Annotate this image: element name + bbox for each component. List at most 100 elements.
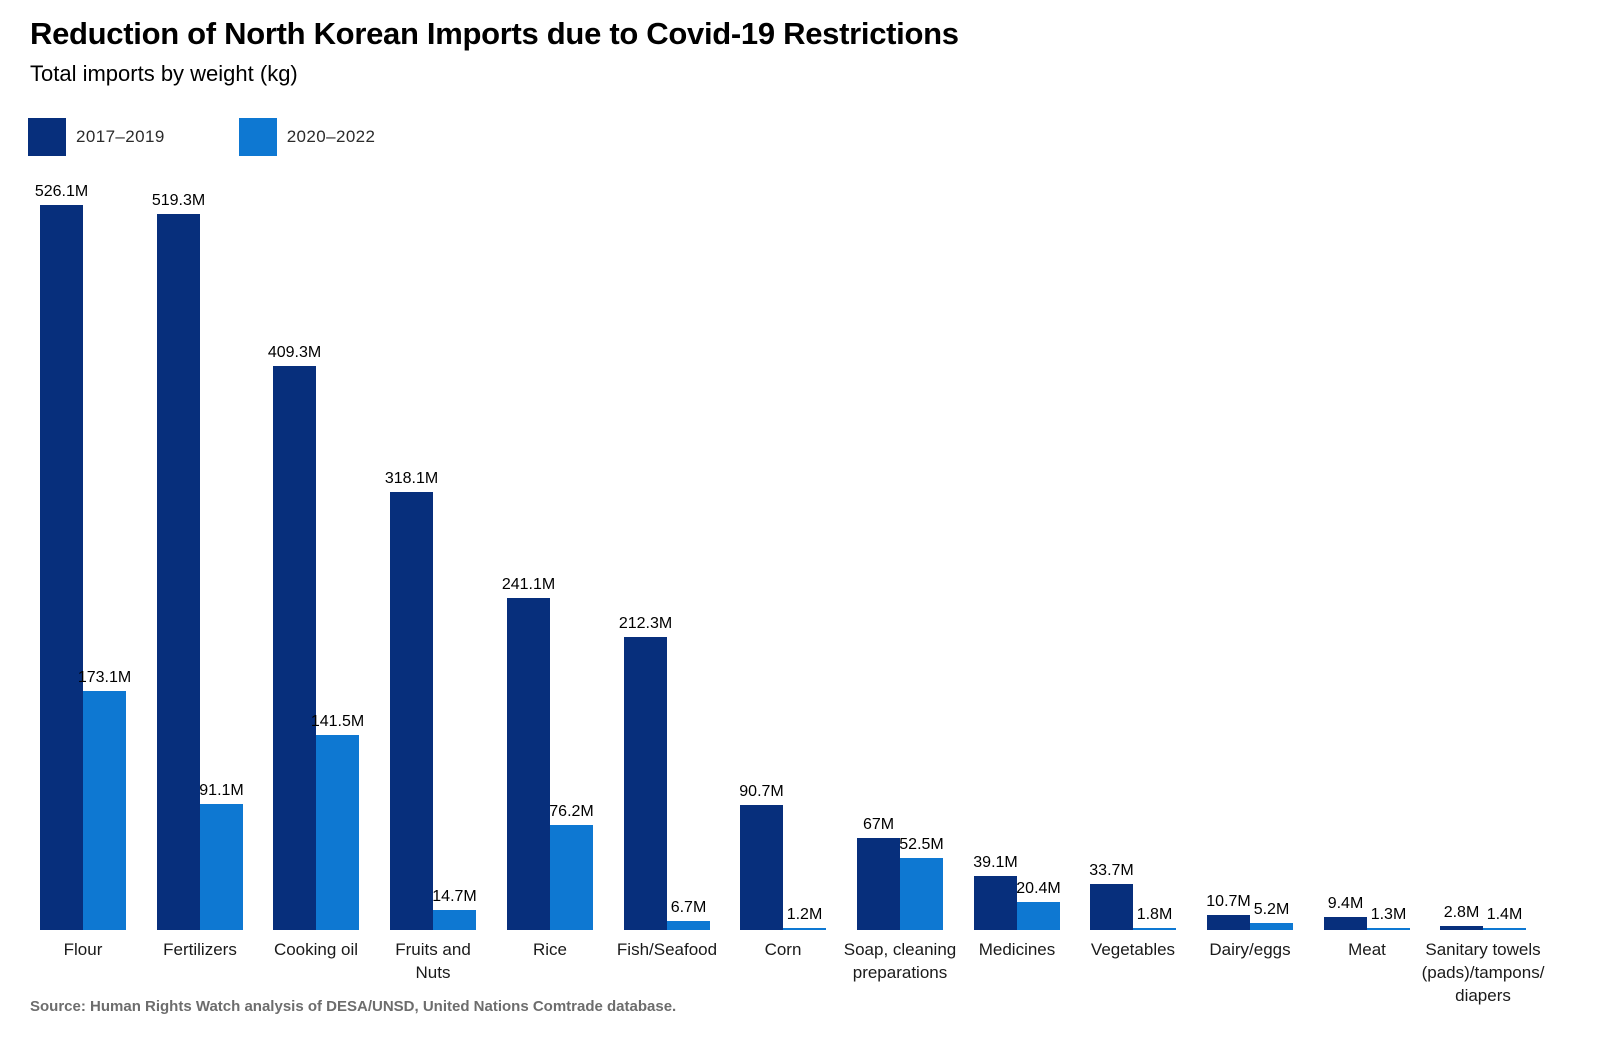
bar-cooking-oil-2017-2019 <box>273 366 316 930</box>
bar-fertilizers-2017-2019 <box>157 214 200 930</box>
category-label-line: Corn <box>764 940 802 959</box>
value-label-vegetables-2017-2019: 33.7M <box>1089 862 1134 879</box>
bar-group-dairy-eggs: 10.7M 5.2M <box>1206 150 1293 930</box>
bar-group-fertilizers: 519.3M 91.1M <box>152 150 244 930</box>
bar-dairy-eggs-2017-2019 <box>1207 915 1250 930</box>
bar-sanitary-towels-pads-tampons-diapers-2020-2022 <box>1483 928 1526 930</box>
category-label-line: Cooking oil <box>273 940 359 959</box>
bar-group-cooking-oil: 409.3M 141.5M <box>268 150 364 930</box>
value-label-flour-2020-2022: 173.1M <box>77 669 132 686</box>
value-label-fish-seafood-2017-2019: 212.3M <box>618 615 673 632</box>
bar-meat-2020-2022 <box>1367 928 1410 930</box>
source-note: Source: Human Rights Watch analysis of D… <box>30 998 677 1015</box>
bar-group-sanitary-towels-pads-tampons-diapers: 2.8M 1.4M <box>1440 150 1526 930</box>
value-label-fertilizers-2020-2022: 91.1M <box>199 782 244 799</box>
category-label-fruits-and-nuts: Fruits and Nuts <box>348 938 518 984</box>
category-label-fertilizers: Fertilizers <box>115 938 285 961</box>
category-label-line: diapers <box>1455 986 1511 1005</box>
bar-corn-2020-2022 <box>783 928 826 930</box>
bar-sanitary-towels-pads-tampons-diapers-2017-2019 <box>1440 926 1483 930</box>
category-label-line: Fertilizers <box>163 940 237 959</box>
category-label-line: Flour <box>63 940 103 959</box>
value-label-rice-2017-2019: 241.1M <box>501 576 556 593</box>
value-label-soap-cleaning-preparations-2020-2022: 52.5M <box>899 836 944 853</box>
category-label-line: Rice <box>532 940 567 959</box>
bar-fish-seafood-2020-2022 <box>667 921 710 930</box>
bar-group-corn: 90.7M 1.2M <box>739 150 826 930</box>
category-label-cooking-oil: Cooking oil <box>231 938 401 961</box>
bar-fish-seafood-2017-2019 <box>624 637 667 930</box>
category-label-medicines: Medicines <box>932 938 1102 961</box>
category-label-vegetables: Vegetables <box>1048 938 1218 961</box>
bar-vegetables-2020-2022 <box>1133 928 1176 930</box>
legend-swatch-2017-2019 <box>28 118 66 156</box>
bar-flour-2020-2022 <box>83 691 126 930</box>
category-label-line: Sanitary towels <box>1425 940 1541 959</box>
category-label-meat: Meat <box>1282 938 1452 961</box>
bar-group-medicines: 39.1M 20.4M <box>973 150 1061 930</box>
value-label-fertilizers-2017-2019: 519.3M <box>151 192 206 209</box>
value-label-vegetables-2020-2022: 1.8M <box>1136 906 1173 923</box>
bar-group-rice: 241.1M 76.2M <box>502 150 594 930</box>
value-label-medicines-2020-2022: 20.4M <box>1016 880 1061 897</box>
legend: 2017–2019 2020–2022 <box>28 118 375 156</box>
bar-group-flour: 526.1M 173.1M <box>35 150 131 930</box>
value-label-soap-cleaning-preparations-2017-2019: 67M <box>862 816 895 833</box>
value-label-meat-2017-2019: 9.4M <box>1327 895 1364 912</box>
bar-rice-2020-2022 <box>550 825 593 930</box>
bar-medicines-2020-2022 <box>1017 902 1060 930</box>
chart-title: Reduction of North Korean Imports due to… <box>30 16 959 51</box>
bar-fruits-and-nuts-2017-2019 <box>390 492 433 930</box>
category-label-sanitary-towels-pads-tampons-diapers: Sanitary towels (pads)/tampons/diapers <box>1398 938 1568 1007</box>
value-label-medicines-2017-2019: 39.1M <box>973 854 1018 871</box>
bar-rice-2017-2019 <box>507 598 550 930</box>
category-label-corn: Corn <box>698 938 868 961</box>
bar-vegetables-2017-2019 <box>1090 884 1133 930</box>
bar-medicines-2017-2019 <box>974 876 1017 930</box>
bar-corn-2017-2019 <box>740 805 783 930</box>
value-label-cooking-oil-2020-2022: 141.5M <box>310 713 365 730</box>
bar-soap-cleaning-preparations-2020-2022 <box>900 858 943 930</box>
bar-group-vegetables: 33.7M 1.8M <box>1089 150 1176 930</box>
value-label-sanitary-towels-pads-tampons-diapers-2017-2019: 2.8M <box>1443 904 1480 921</box>
category-label-line: Fruits and <box>395 940 471 959</box>
value-label-fruits-and-nuts-2017-2019: 318.1M <box>384 470 439 487</box>
value-label-fruits-and-nuts-2020-2022: 14.7M <box>432 888 477 905</box>
value-label-sanitary-towels-pads-tampons-diapers-2020-2022: 1.4M <box>1486 906 1523 923</box>
category-label-soap-cleaning-preparations: Soap, cleaning preparations <box>815 938 985 984</box>
bar-group-meat: 9.4M 1.3M <box>1324 150 1410 930</box>
category-label-fish-seafood: Fish/Seafood <box>582 938 752 961</box>
value-label-fish-seafood-2020-2022: 6.7M <box>670 899 707 916</box>
bar-soap-cleaning-preparations-2017-2019 <box>857 838 900 930</box>
bar-flour-2017-2019 <box>40 205 83 930</box>
chart-subtitle: Total imports by weight (kg) <box>30 61 298 86</box>
category-label-line: Nuts <box>415 963 451 982</box>
value-label-corn-2017-2019: 90.7M <box>739 783 784 800</box>
bar-group-soap-cleaning-preparations: 67M 52.5M <box>857 150 944 930</box>
bar-group-fish-seafood: 212.3M 6.7M <box>619 150 710 930</box>
value-label-corn-2020-2022: 1.2M <box>786 906 823 923</box>
category-label-rice: Rice <box>465 938 635 961</box>
value-label-rice-2020-2022: 76.2M <box>549 803 594 820</box>
category-label-line: Soap, cleaning <box>843 940 957 959</box>
category-label-line: Meat <box>1348 940 1386 959</box>
category-label-line: Fish/Seafood <box>616 940 718 959</box>
legend-item-2017-2019: 2017–2019 <box>28 118 165 156</box>
value-label-cooking-oil-2017-2019: 409.3M <box>267 344 322 361</box>
category-label-dairy-eggs: Dairy/eggs <box>1165 938 1335 961</box>
value-label-dairy-eggs-2020-2022: 5.2M <box>1253 901 1290 918</box>
bar-fruits-and-nuts-2020-2022 <box>433 910 476 930</box>
bar-meat-2017-2019 <box>1324 917 1367 930</box>
bar-group-fruits-and-nuts: 318.1M 14.7M <box>385 150 477 930</box>
value-label-flour-2017-2019: 526.1M <box>34 183 89 200</box>
bar-fertilizers-2020-2022 <box>200 804 243 930</box>
value-label-dairy-eggs-2017-2019: 10.7M <box>1206 893 1251 910</box>
plot-area: 526.1M 173.1M Flour 519.3M 91.1M Fertilizers 4… <box>35 150 1585 1005</box>
legend-swatch-2020-2022 <box>238 118 277 156</box>
legend-item-2020-2022: 2020–2022 <box>238 118 376 156</box>
bar-cooking-oil-2020-2022 <box>316 735 359 930</box>
category-label-line: preparations <box>852 963 948 982</box>
category-label-line: Vegetables <box>1090 940 1176 959</box>
value-label-meat-2020-2022: 1.3M <box>1370 906 1407 923</box>
